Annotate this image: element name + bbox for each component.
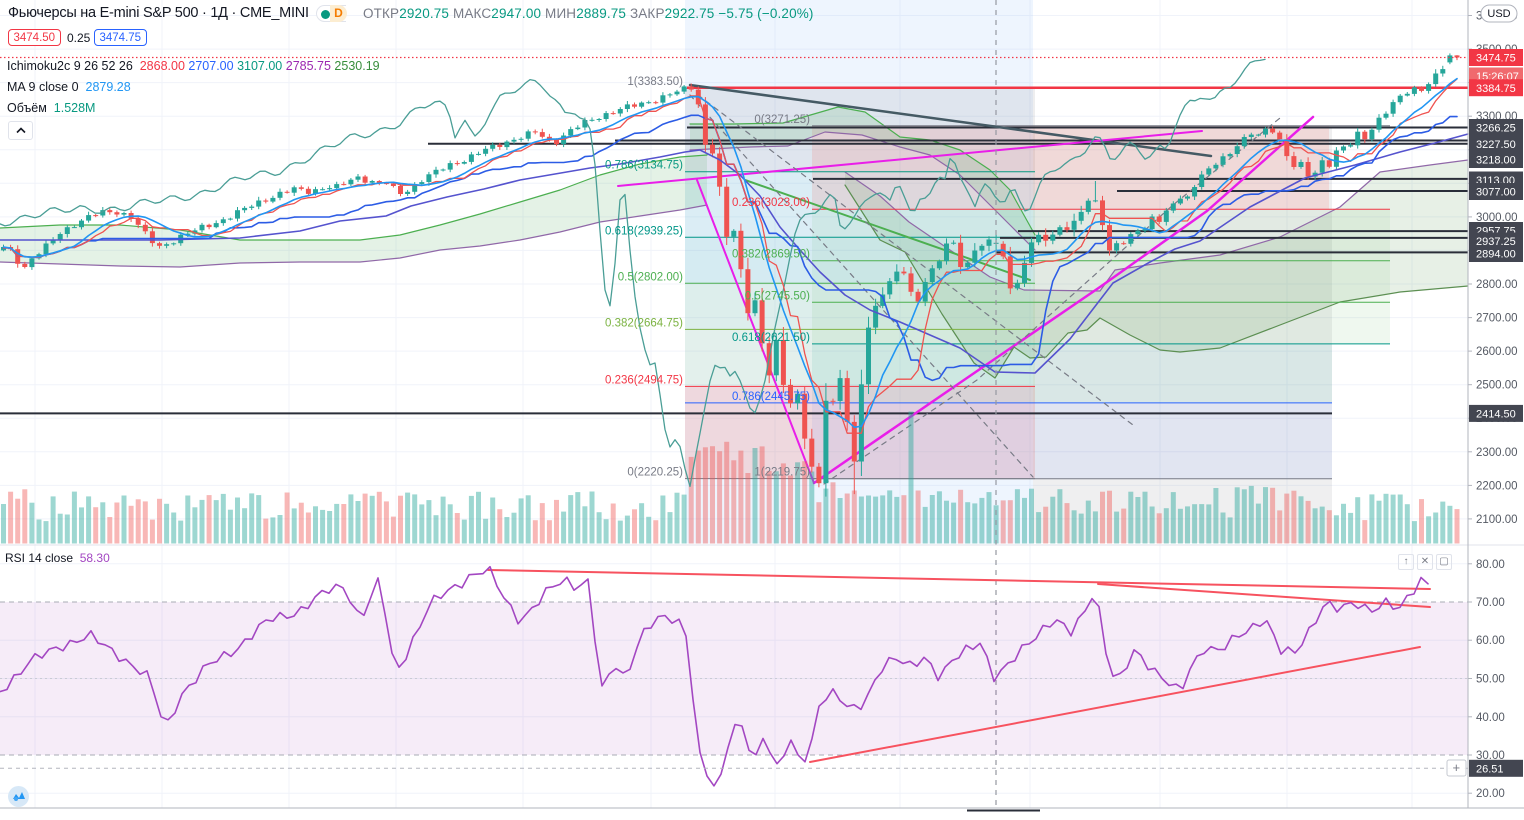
svg-text:2894.00: 2894.00: [1476, 249, 1516, 261]
svg-text:2414.50: 2414.50: [1476, 408, 1516, 420]
svg-text:2300.00: 2300.00: [1476, 447, 1518, 459]
svg-text:1(2219.75): 1(2219.75): [754, 467, 810, 479]
svg-text:0(2220.25): 0(2220.25): [627, 467, 683, 479]
svg-text:0.786(2445.75): 0.786(2445.75): [732, 391, 810, 403]
svg-text:0.236(2494.75): 0.236(2494.75): [605, 374, 683, 386]
svg-text:0.786(3134.75): 0.786(3134.75): [605, 160, 683, 172]
svg-text:2200.00: 2200.00: [1476, 480, 1518, 492]
svg-text:0.5(2745.50): 0.5(2745.50): [745, 290, 810, 302]
svg-text:3266.25: 3266.25: [1476, 123, 1516, 135]
svg-text:3227.50: 3227.50: [1476, 139, 1516, 151]
svg-text:2800.00: 2800.00: [1476, 279, 1518, 291]
svg-text:26.51: 26.51: [1476, 763, 1504, 775]
svg-text:0.618(2939.25): 0.618(2939.25): [605, 225, 683, 237]
svg-text:USD: USD: [1487, 8, 1510, 20]
svg-text:3474.75: 3474.75: [1476, 53, 1516, 65]
svg-text:0.5(2802.00): 0.5(2802.00): [618, 271, 683, 283]
svg-text:+: +: [1453, 760, 1461, 775]
svg-text:3077.00: 3077.00: [1476, 187, 1516, 199]
svg-text:0.618(2621.50): 0.618(2621.50): [732, 332, 810, 344]
svg-text:1(3383.50): 1(3383.50): [627, 76, 683, 88]
svg-text:2600.00: 2600.00: [1476, 346, 1518, 358]
svg-text:30.00: 30.00: [1476, 750, 1505, 762]
svg-text:70.00: 70.00: [1476, 597, 1505, 609]
svg-text:50.00: 50.00: [1476, 674, 1505, 686]
svg-text:3000.00: 3000.00: [1476, 212, 1518, 224]
svg-text:2500.00: 2500.00: [1476, 380, 1518, 392]
svg-text:0.236(3023.00): 0.236(3023.00): [732, 197, 810, 209]
svg-text:3384.75: 3384.75: [1476, 83, 1516, 95]
svg-text:0(3271.25): 0(3271.25): [754, 114, 810, 126]
svg-text:80.00: 80.00: [1476, 559, 1505, 571]
svg-text:0.382(2664.75): 0.382(2664.75): [605, 317, 683, 329]
svg-text:2100.00: 2100.00: [1476, 514, 1518, 526]
svg-text:3218.00: 3218.00: [1476, 155, 1516, 167]
svg-text:40.00: 40.00: [1476, 712, 1505, 724]
svg-text:0.382(2869.50): 0.382(2869.50): [732, 249, 810, 261]
svg-text:60.00: 60.00: [1476, 635, 1505, 647]
svg-text:20.00: 20.00: [1476, 788, 1505, 800]
svg-text:2700.00: 2700.00: [1476, 313, 1518, 325]
